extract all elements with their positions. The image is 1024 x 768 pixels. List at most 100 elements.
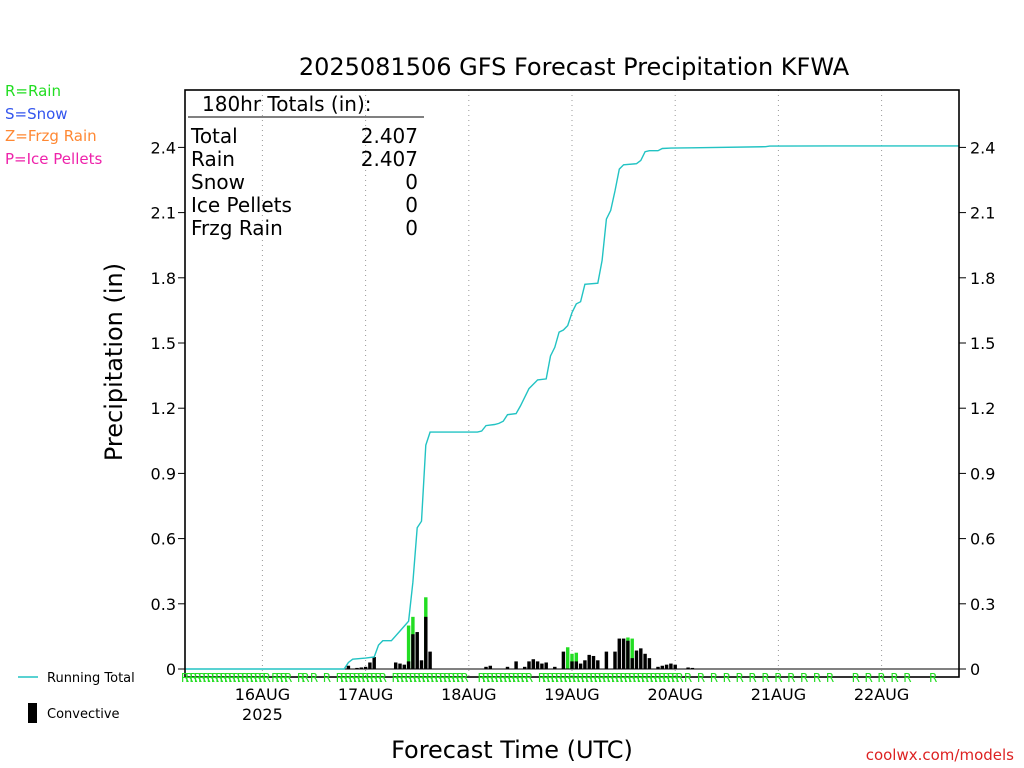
totals-box: 180hr Totals (in): Total 2.407 Rain 2.40… <box>188 92 424 240</box>
convective-legend-swatch <box>28 703 37 723</box>
convective-bar <box>553 666 557 669</box>
ptype-marker: R <box>516 671 524 685</box>
ptype-marker: R <box>499 671 507 685</box>
ptype-marker: R <box>602 671 610 685</box>
ptype-marker: R <box>736 671 744 685</box>
ptype-marker: R <box>503 671 511 685</box>
totals-label-freezing-rain: Frzg Rain <box>191 216 283 240</box>
bar-series <box>346 597 695 669</box>
ptype-marker: R <box>564 671 572 685</box>
ptype-marker: R <box>787 671 795 685</box>
ptype-marker: R <box>619 671 627 685</box>
convective-bar <box>578 663 583 669</box>
y-tick-label-right: 0.6 <box>970 530 995 549</box>
ptype-marker: R <box>710 671 718 685</box>
ptype-marker: R <box>310 671 318 685</box>
convective-bar <box>531 659 536 669</box>
ptype-marker: R <box>662 671 670 685</box>
totals-header: 180hr Totals (in): <box>202 92 372 116</box>
convective-legend-label: Convective <box>47 707 120 722</box>
ptype-marker: R <box>576 671 584 685</box>
ptype-marker: R <box>929 671 937 685</box>
x-tick-label: 21AUG <box>751 685 806 704</box>
totals-value-snow: 0 <box>405 170 418 194</box>
y-tick-label-right: 2.4 <box>970 138 995 157</box>
ptype-marker: R <box>615 671 623 685</box>
ptype-marker: R <box>456 671 464 685</box>
x-tick-label: 20AUG <box>647 685 702 704</box>
ptype-marker: R <box>654 671 662 685</box>
ptype-marker: R <box>366 671 374 685</box>
rain-bar <box>630 638 634 669</box>
convective-bar <box>514 661 518 669</box>
convective-bar <box>596 660 600 669</box>
ptype-marker: R <box>761 671 769 685</box>
ptype-marker: R <box>430 671 438 685</box>
convective-bar <box>587 654 591 669</box>
y-tick-label-right: 0 <box>970 660 980 679</box>
convective-bar <box>527 661 531 669</box>
ptype-marker: R <box>207 671 215 685</box>
y-tick-label-left: 0.9 <box>151 464 176 483</box>
ptype-marker: R <box>551 671 559 685</box>
y-tick-label-right: 1.2 <box>970 399 995 418</box>
y-tick-label-right: 0.3 <box>970 595 995 614</box>
ptype-marker: R <box>542 671 550 685</box>
ptype-marker: R <box>224 671 232 685</box>
x-tick-sublabel: 2025 <box>242 705 283 724</box>
ptype-marker: R <box>568 671 576 685</box>
convective-bar <box>505 666 510 669</box>
legend-rain: R=Rain <box>5 82 61 100</box>
y-tick-label-left: 0.3 <box>151 595 176 614</box>
ptype-marker: R <box>254 671 262 685</box>
y-tick-label-left: 1.5 <box>151 334 176 353</box>
y-tick-label-left: 1.8 <box>151 269 176 288</box>
ptype-marker: R <box>379 671 387 685</box>
convective-bar <box>639 648 643 669</box>
ptype-marker: R <box>748 671 756 685</box>
ptype-marker: R <box>245 671 253 685</box>
convective-bar <box>613 651 617 669</box>
x-axis-label: Forecast Time (UTC) <box>391 736 633 764</box>
y-tick-label-right: 1.8 <box>970 269 995 288</box>
convective-bar <box>686 667 690 669</box>
rain-bar <box>574 652 579 669</box>
ptype-marker: R <box>495 671 503 685</box>
y-tick-label-right: 0.9 <box>970 464 995 483</box>
convective-bar <box>583 660 587 669</box>
convective-bar <box>673 664 677 669</box>
source-watermark[interactable]: coolwx.com/models <box>866 746 1014 764</box>
ptype-marker: R <box>439 671 447 685</box>
ptype-marker: R <box>490 671 498 685</box>
totals-label-total: Total <box>190 124 238 148</box>
ptype-marker: R <box>357 671 365 685</box>
ptype-marker: R <box>675 671 683 685</box>
ptype-marker: R <box>460 671 468 685</box>
chart-title: 2025081506 GFS Forecast Precipitation KF… <box>299 53 850 81</box>
ptype-marker: R <box>370 671 378 685</box>
convective-bar <box>424 616 428 669</box>
totals-label-rain: Rain <box>191 147 235 171</box>
y-tick-label-left: 0 <box>166 660 176 679</box>
convective-bar <box>393 662 398 669</box>
ptype-marker: R <box>374 671 382 685</box>
ptype-marker: R <box>211 671 219 685</box>
totals-value-freezing-rain: 0 <box>405 216 418 240</box>
running-total-line <box>185 145 959 670</box>
y-tick-label-left: 0.6 <box>151 530 176 549</box>
ptype-marker: R <box>452 671 460 685</box>
ptype-marker: R <box>890 671 898 685</box>
ptype-marker: R <box>598 671 606 685</box>
convective-bar <box>535 661 540 669</box>
convective-bar <box>368 662 372 669</box>
ptype-marker: R <box>284 671 292 685</box>
ptype-marker: R <box>344 671 352 685</box>
ptype-marker: R <box>237 671 245 685</box>
ptype-marker: R <box>228 671 236 685</box>
convective-bar <box>647 658 652 669</box>
ptype-marker: R <box>349 671 357 685</box>
ptype-marker: R <box>392 671 400 685</box>
convective-bar <box>621 638 626 669</box>
